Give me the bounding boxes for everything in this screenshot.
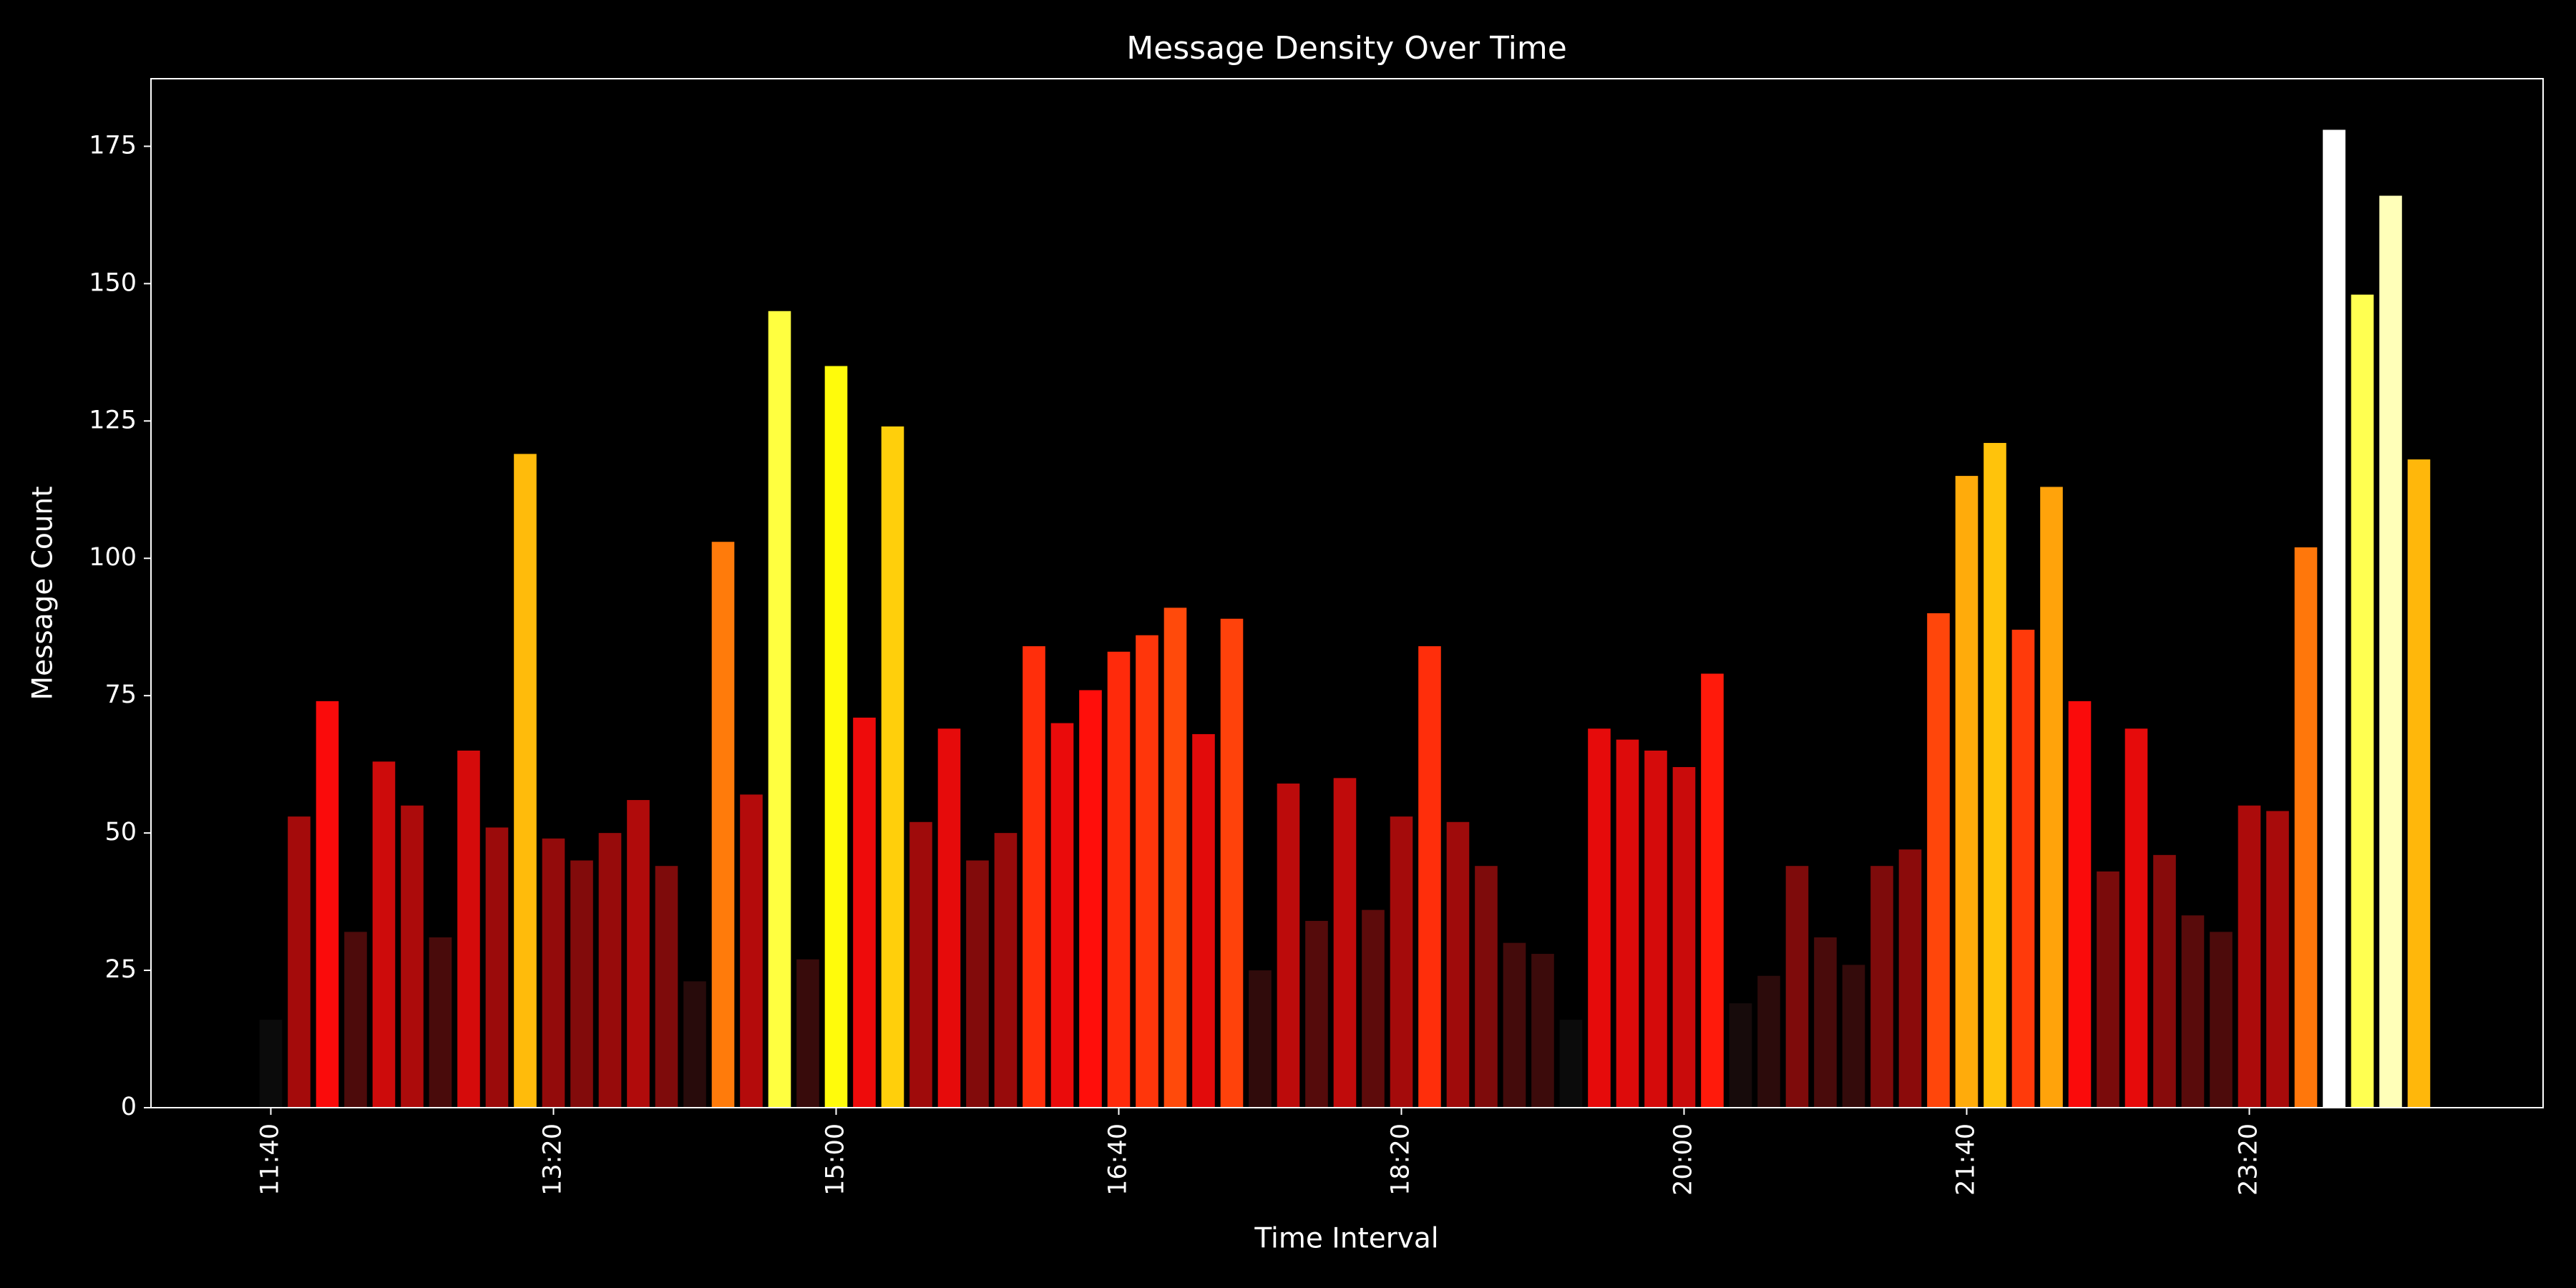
y-tick-label: 0 bbox=[121, 1093, 137, 1121]
bar bbox=[1163, 608, 1187, 1108]
bar bbox=[401, 805, 424, 1108]
bar bbox=[1277, 784, 1300, 1108]
bar bbox=[1588, 728, 1611, 1108]
bar bbox=[316, 701, 339, 1108]
bar bbox=[1390, 816, 1413, 1108]
x-tick-label: 11:40 bbox=[255, 1123, 284, 1196]
y-tick-label: 25 bbox=[104, 955, 137, 984]
bar bbox=[2407, 459, 2431, 1108]
bar bbox=[2210, 932, 2233, 1108]
bar bbox=[2124, 728, 2148, 1108]
bar bbox=[2379, 195, 2402, 1108]
bar bbox=[768, 311, 791, 1108]
bar bbox=[881, 426, 904, 1108]
bar bbox=[1531, 954, 1554, 1108]
bar bbox=[2040, 487, 2063, 1108]
bar bbox=[1023, 646, 1045, 1108]
y-tick-label: 100 bbox=[89, 543, 137, 572]
bar bbox=[796, 959, 819, 1108]
bar bbox=[1220, 618, 1244, 1108]
bar bbox=[1559, 1020, 1583, 1108]
bar bbox=[1362, 909, 1385, 1108]
bar bbox=[1136, 635, 1158, 1108]
y-tick-label: 50 bbox=[104, 818, 137, 847]
bar bbox=[2153, 854, 2176, 1108]
bar bbox=[1955, 476, 1979, 1108]
bar bbox=[570, 860, 593, 1108]
y-tick-label: 150 bbox=[89, 268, 137, 297]
bar bbox=[1984, 443, 2006, 1108]
bar bbox=[1729, 1003, 1752, 1108]
bar bbox=[824, 366, 848, 1108]
bar bbox=[429, 937, 452, 1108]
x-tick-label: 16:40 bbox=[1103, 1123, 1132, 1196]
bar bbox=[1418, 646, 1441, 1108]
bar bbox=[1475, 866, 1498, 1108]
bar bbox=[457, 750, 480, 1108]
bar bbox=[1870, 866, 1893, 1108]
bar bbox=[1898, 849, 1922, 1108]
plot-frame bbox=[150, 78, 2544, 1108]
x-tick-label: 23:20 bbox=[2234, 1123, 2263, 1196]
bar bbox=[1192, 733, 1215, 1108]
bar bbox=[1305, 920, 1328, 1108]
bar bbox=[966, 860, 989, 1108]
bar bbox=[1079, 690, 1102, 1108]
y-tick-label: 125 bbox=[89, 406, 137, 434]
bar bbox=[1757, 975, 1780, 1108]
bar bbox=[853, 717, 876, 1108]
bar bbox=[711, 542, 735, 1108]
x-axis-label: Time Interval bbox=[1254, 1223, 1438, 1255]
bar bbox=[2351, 294, 2374, 1108]
bar bbox=[344, 932, 367, 1108]
x-tick-label: 18:20 bbox=[1386, 1123, 1415, 1196]
bar bbox=[2011, 630, 2035, 1108]
bar bbox=[1333, 778, 1357, 1108]
x-tick-label: 13:20 bbox=[538, 1123, 567, 1196]
x-tick-label: 21:40 bbox=[1951, 1123, 1980, 1196]
bar bbox=[683, 981, 706, 1108]
bar bbox=[288, 816, 311, 1108]
bar bbox=[2294, 547, 2318, 1108]
bar bbox=[2181, 915, 2205, 1108]
bar bbox=[2238, 805, 2261, 1108]
bar bbox=[514, 454, 537, 1108]
y-axis-label: Message Count bbox=[27, 486, 59, 700]
bar bbox=[598, 833, 622, 1108]
bar bbox=[627, 800, 650, 1108]
x-tick-label: 15:00 bbox=[821, 1123, 849, 1196]
bar bbox=[2266, 811, 2289, 1108]
y-tick-label: 75 bbox=[104, 680, 137, 709]
chart-title: Message Density Over Time bbox=[1126, 30, 1567, 67]
bar bbox=[909, 821, 932, 1108]
bar bbox=[1814, 937, 1837, 1108]
bar bbox=[655, 866, 678, 1108]
bar bbox=[259, 1020, 283, 1108]
bar bbox=[1050, 723, 1074, 1108]
bar bbox=[1701, 673, 1724, 1108]
x-tick-label: 20:00 bbox=[1669, 1123, 1697, 1196]
bar bbox=[2097, 871, 2119, 1108]
bar bbox=[1672, 766, 1696, 1108]
bar bbox=[1107, 651, 1131, 1108]
bar bbox=[994, 833, 1018, 1108]
bar bbox=[1927, 613, 1950, 1108]
bar bbox=[485, 827, 509, 1108]
bar bbox=[1249, 970, 1272, 1108]
bar bbox=[542, 838, 565, 1108]
bar bbox=[1446, 821, 1470, 1108]
bar bbox=[2068, 701, 2092, 1108]
bar bbox=[1842, 965, 1865, 1108]
bar bbox=[372, 761, 396, 1108]
bar bbox=[2323, 130, 2346, 1108]
bar bbox=[937, 728, 961, 1108]
bar bbox=[740, 794, 763, 1108]
bar bbox=[1616, 739, 1639, 1108]
bar bbox=[1503, 942, 1526, 1108]
y-tick-label: 175 bbox=[89, 131, 137, 160]
bar bbox=[1785, 866, 1809, 1108]
bar bbox=[1644, 750, 1667, 1108]
